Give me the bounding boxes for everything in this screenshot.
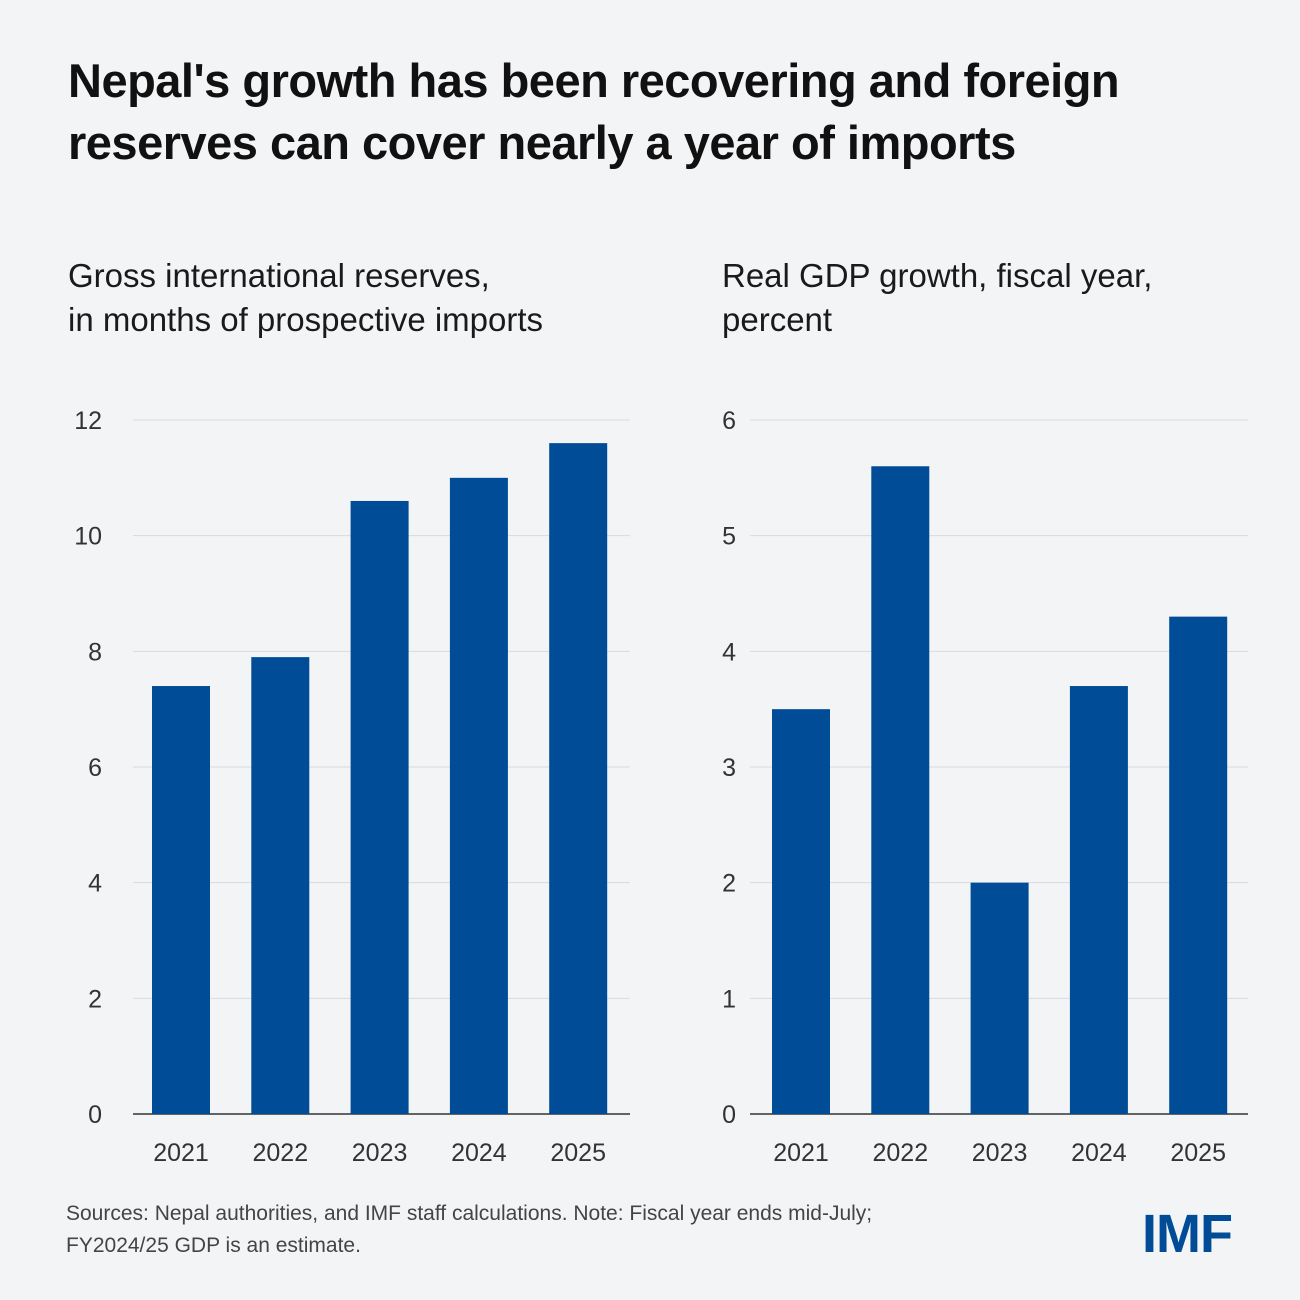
bar-2022 [251, 657, 310, 1114]
y-tick-label: 2 [722, 870, 736, 898]
imf-logo: IMF [1142, 1204, 1233, 1264]
page-title: Nepal's growth has been recovering and f… [68, 54, 1120, 169]
footer-line: Sources: Nepal authorities, and IMF staf… [66, 1202, 873, 1225]
right-chart-title: Real GDP growth, fiscal year, percent [722, 254, 1152, 342]
x-tick-label: 2023 [352, 1139, 408, 1167]
left-chart-title-line: Gross international reserves, [68, 257, 490, 294]
x-tick-label: 2021 [773, 1139, 829, 1167]
x-tick-label: 2023 [972, 1139, 1028, 1167]
y-tick-label: 1 [722, 985, 736, 1013]
x-tick-label: 2021 [153, 1139, 209, 1167]
bar-2024 [449, 477, 508, 1114]
left-chart-title-line: in months of prospective imports [68, 301, 544, 338]
y-tick-label: 12 [74, 407, 102, 435]
bar-2024 [1069, 686, 1128, 1114]
x-tick-label: 2025 [1170, 1139, 1226, 1167]
bar-2021 [772, 709, 830, 1114]
footer-line: FY2024/25 GDP is an estimate. [66, 1234, 361, 1257]
bar-2022 [871, 466, 930, 1114]
y-tick-label: 4 [88, 870, 102, 898]
y-tick-label: 6 [88, 754, 102, 782]
right-chart-title-line: percent [722, 301, 833, 338]
y-tick-label: 8 [88, 638, 102, 666]
bar-2025 [1169, 616, 1228, 1114]
y-tick-label: 2 [88, 985, 102, 1013]
y-tick-label: 0 [722, 1101, 736, 1129]
left-chart-title: Gross international reserves, in months … [68, 254, 543, 342]
bar-2021 [152, 686, 210, 1114]
x-tick-label: 2022 [872, 1139, 928, 1167]
bar-2023 [970, 882, 1029, 1114]
y-tick-label: 0 [88, 1101, 102, 1129]
y-tick-label: 3 [722, 754, 736, 782]
y-tick-label: 10 [74, 523, 102, 551]
y-tick-label: 4 [722, 638, 736, 666]
bar-2023 [350, 500, 409, 1114]
x-tick-label: 2024 [451, 1139, 507, 1167]
right-chart-title-line: Real GDP growth, fiscal year, [722, 257, 1153, 294]
y-tick-label: 5 [722, 523, 736, 551]
x-tick-label: 2025 [550, 1139, 606, 1167]
x-tick-label: 2024 [1071, 1139, 1127, 1167]
y-tick-label: 6 [722, 407, 736, 435]
footer-note: Sources: Nepal authorities, and IMF staf… [66, 1198, 872, 1262]
x-tick-label: 2022 [252, 1139, 308, 1167]
bar-2025 [549, 443, 608, 1115]
